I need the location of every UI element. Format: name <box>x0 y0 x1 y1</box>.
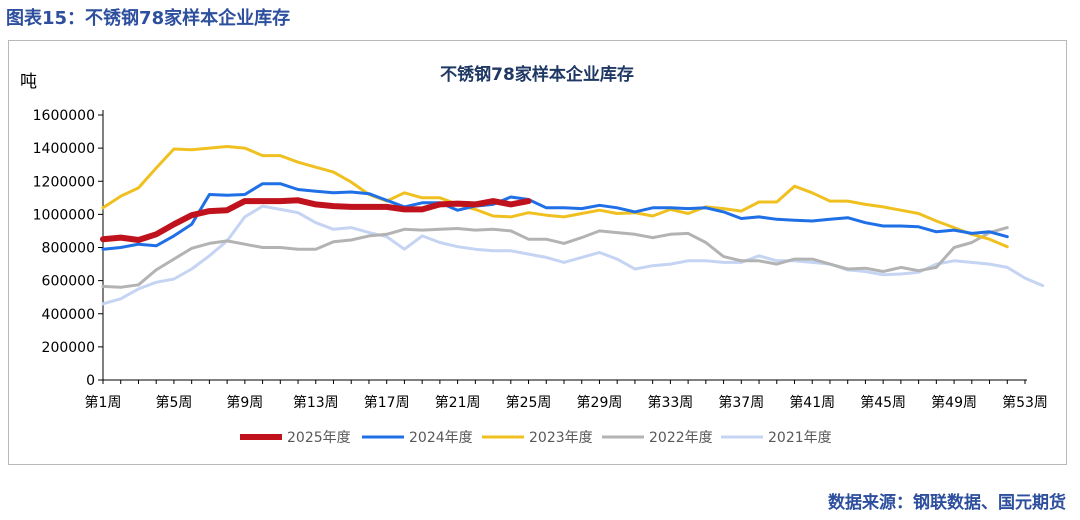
x-tick-label: 第49周 <box>931 394 977 411</box>
x-tick-label: 第41周 <box>789 394 835 411</box>
y-tick-label: 1400000 <box>33 141 95 157</box>
series-line-2021年度 <box>101 204 1045 306</box>
x-tick-label: 第5周 <box>155 394 192 411</box>
y-axis-label: 吨 <box>20 72 37 92</box>
x-tick-label: 第53周 <box>1002 394 1048 411</box>
legend-label: 2024年度 <box>409 430 473 446</box>
x-tick-label: 第45周 <box>860 394 906 411</box>
x-tick-label: 第25周 <box>506 394 552 411</box>
x-tick-label: 第29周 <box>577 394 623 411</box>
y-tick-label: 1000000 <box>33 207 95 223</box>
x-tick-label: 第33周 <box>647 394 693 411</box>
x-tick-label: 第13周 <box>293 394 339 411</box>
figure-title: 图表15：不锈钢78家样本企业库存 <box>6 8 291 29</box>
y-tick-label: 1600000 <box>33 108 95 124</box>
y-tick-label: 800000 <box>42 241 95 257</box>
y-tick-label: 1200000 <box>33 174 95 190</box>
legend-label: 2025年度 <box>287 430 351 446</box>
chart-title: 不锈钢78家样本企业库存 <box>440 64 634 85</box>
series-lines <box>100 145 1045 306</box>
legend: 2025年度 2024年度 2023年度 2022年度 2021年度 <box>240 430 832 446</box>
legend-label: 2022年度 <box>649 430 713 446</box>
legend-label: 2023年度 <box>529 430 593 446</box>
y-tick-label: 400000 <box>42 307 95 323</box>
source-note: 数据来源：钢联数据、国元期货 <box>828 493 1066 513</box>
x-tick-label: 第37周 <box>718 394 764 411</box>
chart-frame <box>8 40 1067 465</box>
series-line-2025年度 <box>100 197 532 243</box>
x-tick-label: 第1周 <box>85 394 122 411</box>
series-line-2024年度 <box>101 182 1009 251</box>
axes: 0 200000 400000 600000 800000 1000000 1200000 1… <box>33 108 1048 411</box>
y-tick-label: 600000 <box>42 274 95 290</box>
y-tick-label: 200000 <box>42 340 95 356</box>
legend-label: 2021年度 <box>768 430 832 446</box>
series-line-2022年度 <box>101 226 1009 289</box>
x-tick-label: 第21周 <box>435 394 481 411</box>
y-tick-label: 0 <box>86 373 95 389</box>
x-tick-label: 第9周 <box>226 394 263 411</box>
x-tick-label: 第17周 <box>364 394 410 411</box>
series-line-2023年度 <box>101 145 1009 249</box>
